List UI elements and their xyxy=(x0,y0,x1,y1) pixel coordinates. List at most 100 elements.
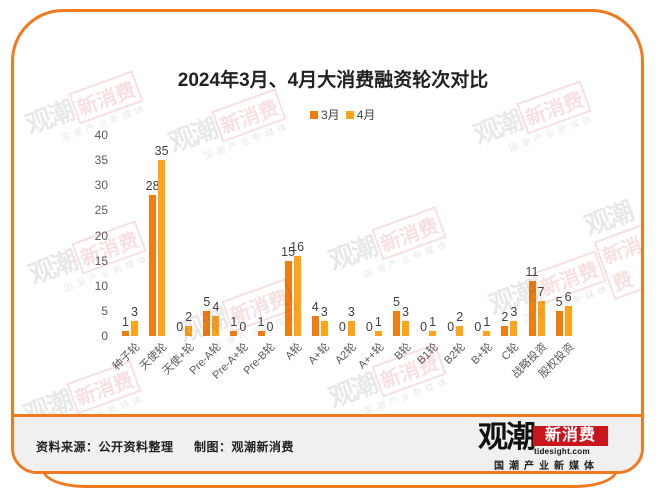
bar-series-0 xyxy=(555,310,563,336)
data-label: 1 xyxy=(230,314,238,329)
bar-series-1 xyxy=(212,315,220,336)
data-label: 3 xyxy=(320,304,328,319)
legend-item-march: 3月 xyxy=(310,106,340,123)
bar-series-1 xyxy=(158,160,166,336)
watermark: 观潮新消费国潮产业新媒体 xyxy=(323,202,452,290)
y-tick-label: 15 xyxy=(94,253,108,268)
watermark-highlight: 新消费 xyxy=(66,360,142,415)
data-label: 4 xyxy=(212,299,220,314)
data-label: 0 xyxy=(266,320,274,334)
data-label: 6 xyxy=(564,289,572,304)
x-axis-label: B轮 xyxy=(392,341,414,363)
bar-series-1 xyxy=(456,325,464,336)
bar-series-0 xyxy=(203,310,211,336)
legend-label-april: 4月 xyxy=(356,108,376,122)
legend-swatch-march xyxy=(310,110,318,119)
data-label: 3 xyxy=(402,304,409,319)
y-tick-label: 0 xyxy=(101,329,108,343)
logo-domain: tidesight.com xyxy=(534,447,590,456)
data-label: 1 xyxy=(122,314,129,329)
bar-series-1 xyxy=(293,255,301,336)
data-label: 28 xyxy=(145,179,160,194)
bar-series-1 xyxy=(374,330,382,336)
data-label: 5 xyxy=(203,294,211,309)
data-label: 0 xyxy=(420,320,428,334)
watermark-main: 观潮 xyxy=(24,245,81,290)
watermark-slogan: 国潮产业新媒体 xyxy=(639,284,644,303)
watermark-highlight: 新消费 xyxy=(211,88,287,143)
data-label: 0 xyxy=(239,320,247,334)
data-label: 0 xyxy=(447,320,455,334)
y-tick-label: 10 xyxy=(94,278,108,293)
bar-series-0 xyxy=(149,195,157,336)
y-tick-label: 35 xyxy=(94,153,108,168)
x-axis-label: B1轮 xyxy=(414,341,441,367)
watermark-main: 观潮 xyxy=(21,95,78,140)
x-axis-label: A++轮 xyxy=(355,341,387,372)
x-axis-label: A+轮 xyxy=(306,341,333,367)
x-axis-label: A轮 xyxy=(283,341,306,363)
data-label: 0 xyxy=(365,320,373,334)
data-label: 35 xyxy=(154,144,169,159)
watermark-slogan: 国潮产业新媒体 xyxy=(507,112,597,154)
data-label: 3 xyxy=(510,304,518,319)
data-label: 5 xyxy=(393,294,400,309)
logo-main-text: 观潮 xyxy=(478,421,536,454)
bar-series-1 xyxy=(429,330,437,336)
legend-item-april: 4月 xyxy=(345,106,376,123)
y-tick-label: 20 xyxy=(94,228,108,243)
bar-series-0 xyxy=(501,325,509,336)
watermark-main: 观潮 xyxy=(469,105,526,150)
bar-series-0 xyxy=(528,280,536,336)
data-label: 7 xyxy=(537,284,545,299)
chart-frame: 2024年3月、4月大消费融资轮次对比 3月 4月 0 5 10 15 20 25 30 35… xyxy=(11,9,644,474)
y-tick-label: 25 xyxy=(94,203,108,218)
y-tick-label: 40 xyxy=(94,128,108,142)
data-label: 1 xyxy=(483,314,491,329)
data-label: 0 xyxy=(176,320,184,334)
x-axis-label: C轮 xyxy=(500,341,522,363)
x-axis-label: B2轮 xyxy=(441,341,468,367)
watermark: 观潮新消费国潮产业新媒体 xyxy=(163,84,292,172)
bar-series-0 xyxy=(284,260,292,336)
legend: 3月 4月 xyxy=(310,106,375,123)
bar-series-1 xyxy=(510,320,518,336)
watermark-main: 观潮 xyxy=(324,231,381,276)
bar-series-1 xyxy=(185,325,193,336)
legend-label-march: 3月 xyxy=(321,108,340,122)
legend-swatch-april xyxy=(345,110,354,119)
credit-note: 制图：观潮新消费 xyxy=(194,440,295,454)
bar-series-1 xyxy=(483,330,491,336)
data-label: 1 xyxy=(257,314,265,329)
bar-series-1 xyxy=(564,305,572,336)
watermark: 观潮新消费国潮产业新媒体 xyxy=(579,187,644,349)
watermark-slogan: 国潮产业新媒体 xyxy=(202,120,292,162)
data-label: 0 xyxy=(338,320,346,334)
x-axis-label: B+轮 xyxy=(468,341,495,367)
data-label: 1 xyxy=(429,314,437,329)
bar-series-1 xyxy=(402,320,409,336)
bar-series-0 xyxy=(257,330,265,336)
data-label: 11 xyxy=(525,264,539,279)
bar-series-1 xyxy=(131,320,138,336)
data-label: 16 xyxy=(290,239,305,254)
footer: 资料来源：公开资料整理 制图：观潮新消费 观潮 新消费 tidesight.co… xyxy=(14,414,641,471)
bar-series-0 xyxy=(311,315,319,336)
bar-series-1 xyxy=(537,300,545,336)
bar-series-1 xyxy=(320,320,328,336)
data-label: 2 xyxy=(456,309,464,324)
y-tick-label: 5 xyxy=(101,303,108,318)
data-label: 2 xyxy=(501,309,509,324)
bar-series-1 xyxy=(347,320,355,336)
watermark-main: 观潮 xyxy=(580,196,637,241)
chart-area: 2024年3月、4月大消费融资轮次对比 3月 4月 0 5 10 15 20 25 30 35… xyxy=(14,12,644,433)
data-label: 3 xyxy=(347,304,355,319)
watermark-slogan: 国潮产业新媒体 xyxy=(362,375,452,417)
watermark-highlight: 新消费 xyxy=(371,206,447,261)
data-label: 1 xyxy=(374,314,382,329)
source-note: 资料来源：公开资料整理 xyxy=(36,440,174,454)
data-label: 5 xyxy=(555,294,563,309)
bar-series-0 xyxy=(122,330,129,336)
watermark-highlight: 新消费 xyxy=(593,222,641,301)
data-label: 3 xyxy=(131,304,138,319)
